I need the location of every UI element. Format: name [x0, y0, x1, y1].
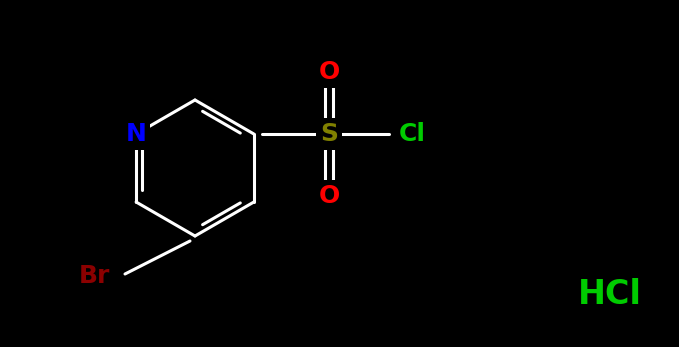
Text: S: S: [320, 122, 338, 146]
Text: N: N: [126, 122, 147, 146]
Text: O: O: [318, 184, 340, 208]
Text: Br: Br: [79, 264, 110, 288]
Text: Cl: Cl: [399, 122, 426, 146]
Text: O: O: [318, 60, 340, 84]
Text: HCl: HCl: [578, 279, 642, 312]
